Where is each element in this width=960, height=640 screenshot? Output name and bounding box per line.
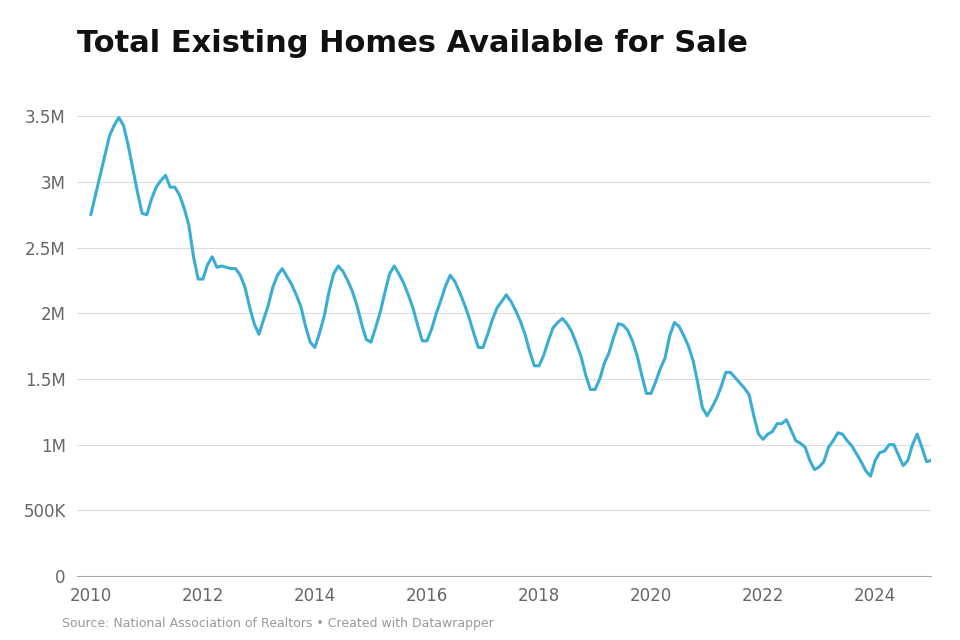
Text: Source: National Association of Realtors • Created with Datawrapper: Source: National Association of Realtors… bbox=[62, 618, 494, 630]
Text: Total Existing Homes Available for Sale: Total Existing Homes Available for Sale bbox=[77, 29, 748, 58]
